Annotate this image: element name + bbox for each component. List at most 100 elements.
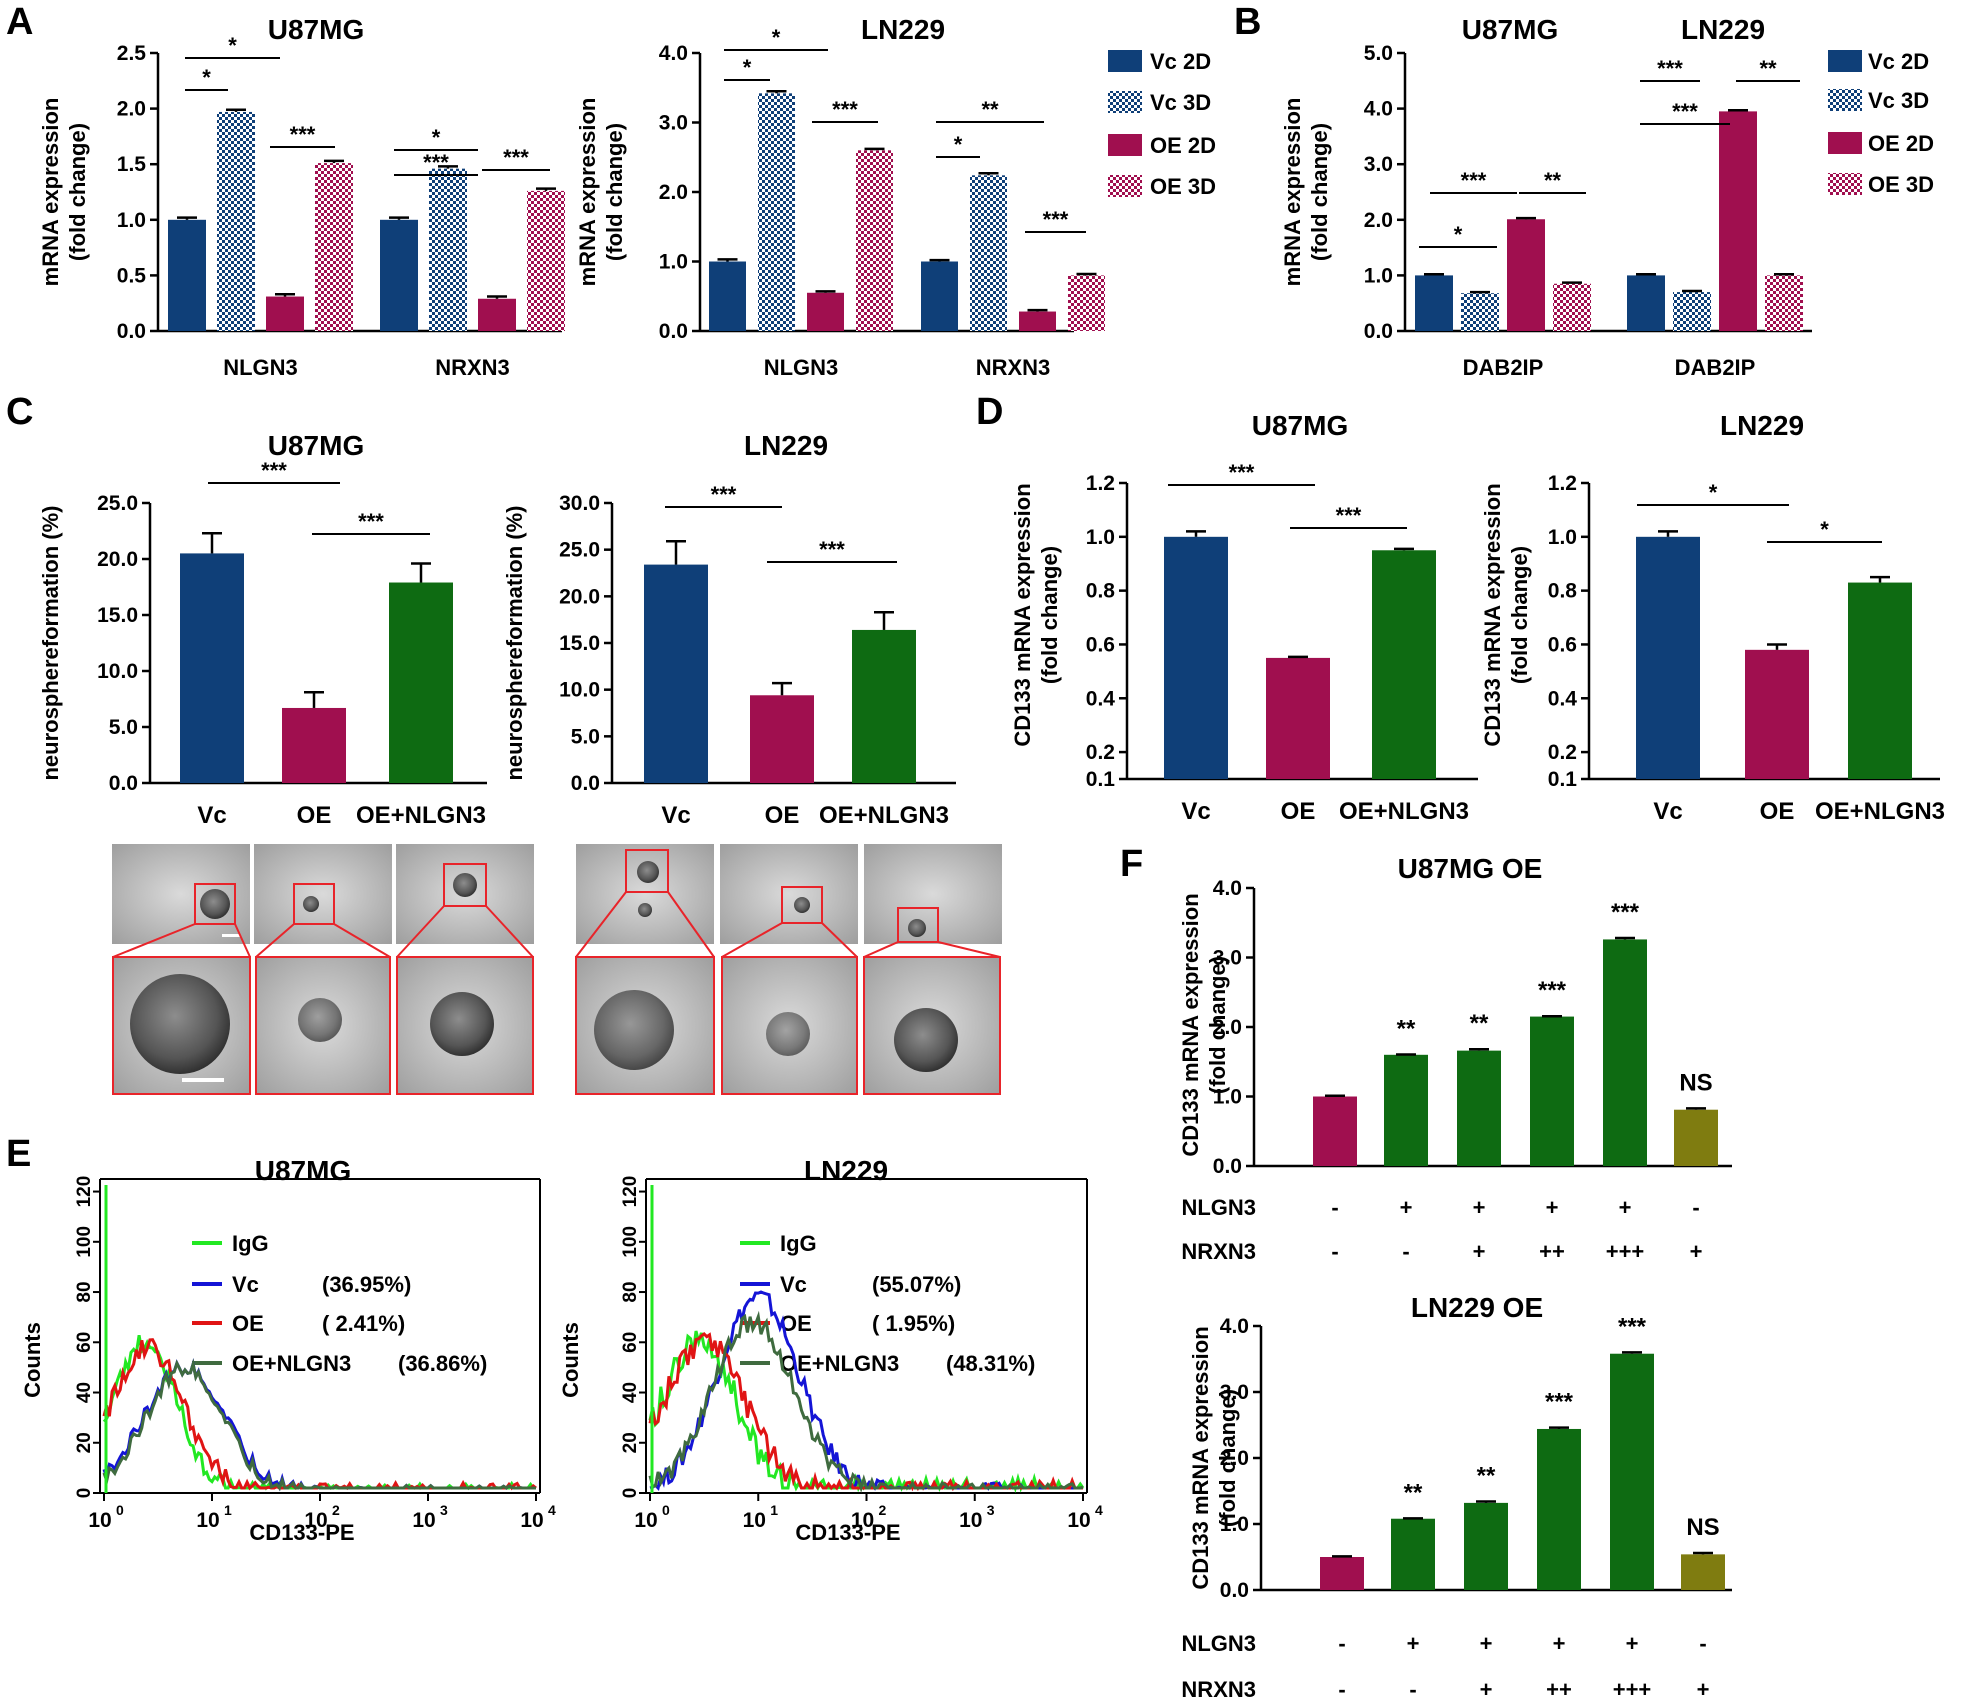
sphere-small bbox=[794, 897, 810, 913]
significance-label: *** bbox=[290, 122, 316, 147]
flow-title-ln229: LN229 bbox=[804, 1155, 888, 1186]
sphere-small bbox=[908, 919, 926, 937]
significance-label: *** bbox=[832, 97, 858, 122]
bar bbox=[1627, 275, 1665, 331]
legend-a: Vc 2D Vc 3D OE 2D OE 3D bbox=[1108, 49, 1216, 199]
y-tick-label: 30.0 bbox=[559, 492, 600, 515]
significance-label: *** bbox=[1336, 503, 1362, 528]
nlgn3-sign: - bbox=[1699, 1631, 1706, 1656]
nlgn3-sign: + bbox=[1626, 1631, 1639, 1656]
micrograph-strip bbox=[112, 844, 1002, 1095]
flow-y-tick-label: 100 bbox=[74, 1226, 95, 1258]
y-tick-label: 2.0 bbox=[117, 98, 146, 121]
bar bbox=[1384, 1054, 1428, 1166]
significance-label: NS bbox=[1679, 1069, 1712, 1096]
y-tick-label: 1.0 bbox=[1220, 1513, 1249, 1536]
y-tick-label: 3.0 bbox=[659, 112, 688, 135]
flow-x-tick-exp: 2 bbox=[879, 1502, 887, 1518]
legend-pct-nlgn3: (36.86%) bbox=[398, 1351, 487, 1376]
legend-label-oe2d: OE 2D bbox=[1868, 131, 1934, 156]
bar bbox=[1553, 283, 1591, 331]
significance-label: *** bbox=[1043, 207, 1069, 232]
y-tick-label: 2.0 bbox=[659, 181, 688, 204]
sphere-small bbox=[303, 896, 319, 912]
row-label-nrxn3: NRXN3 bbox=[1181, 1239, 1256, 1264]
zoom-line bbox=[485, 905, 534, 958]
y-tick-label: 5.0 bbox=[109, 716, 138, 739]
zoom-box bbox=[625, 849, 669, 893]
y-tick-label: 0.8 bbox=[1548, 580, 1578, 603]
chart-title: U87MG bbox=[268, 430, 364, 461]
legend-swatch-oe3d bbox=[1108, 175, 1142, 197]
zoom-line bbox=[255, 923, 295, 958]
nrxn3-sign: + bbox=[1690, 1239, 1703, 1264]
y-tick-label: 10.0 bbox=[97, 660, 138, 683]
scale-bar bbox=[222, 934, 240, 937]
micrograph-u87-oe bbox=[254, 844, 392, 944]
y-tick-label: 2.0 bbox=[1213, 1016, 1242, 1039]
y-tick-label: 4.0 bbox=[659, 42, 688, 65]
bar bbox=[758, 93, 795, 331]
y-tick-label: 3.0 bbox=[1213, 947, 1242, 970]
flow-x-tick-label: 10 bbox=[851, 1509, 874, 1532]
chart-title: LN229 bbox=[861, 14, 945, 45]
nlgn3-sign: - bbox=[1692, 1195, 1699, 1220]
flow-x-tick-exp: 4 bbox=[548, 1502, 556, 1518]
y-axis-label: mRNA expression bbox=[1280, 98, 1305, 287]
category-label: NLGN3 bbox=[764, 355, 839, 380]
y-tick-label: 3.0 bbox=[1364, 153, 1393, 176]
legend-swatch-oe2d bbox=[1108, 134, 1142, 156]
sphere-small bbox=[453, 873, 477, 897]
significance-label: *** bbox=[261, 458, 287, 483]
legend-pct-nlgn3: (48.31%) bbox=[946, 1351, 1035, 1376]
category-label: OE bbox=[1760, 798, 1795, 825]
bar bbox=[478, 298, 516, 331]
bar bbox=[1603, 939, 1647, 1166]
significance-label: *** bbox=[1461, 168, 1487, 193]
flow-x-tick-exp: 0 bbox=[116, 1502, 124, 1518]
y-tick-label: 15.0 bbox=[97, 604, 138, 627]
legend-pct-vc: (55.07%) bbox=[872, 1272, 961, 1297]
flow-x-tick-label: 10 bbox=[412, 1509, 435, 1532]
nrxn3-sign: + bbox=[1480, 1677, 1493, 1702]
bar bbox=[1745, 649, 1809, 779]
bar bbox=[1068, 275, 1105, 331]
significance-label: *** bbox=[1538, 977, 1567, 1004]
y-tick-label: 0.1 bbox=[1548, 768, 1578, 791]
flow-x-tick-label: 10 bbox=[520, 1509, 543, 1532]
flow-x-tick-label: 10 bbox=[743, 1509, 766, 1532]
flow-x-tick-label: 10 bbox=[196, 1509, 219, 1532]
sphere-large bbox=[894, 1008, 958, 1072]
chart-D2: 0.1 0.2 0.4 0.6 0.8 1.0 1.2 CD133 mRNA expressi… bbox=[1480, 410, 1945, 825]
significance-label: *** bbox=[1611, 899, 1640, 926]
legend-swatch-vc2d bbox=[1108, 50, 1142, 72]
y-axis-label: (fold change) bbox=[1507, 546, 1532, 684]
sphere-small bbox=[637, 861, 659, 883]
significance-label: *** bbox=[1618, 1313, 1647, 1340]
bar bbox=[1719, 111, 1757, 331]
legend-label-igg: IgG bbox=[780, 1231, 817, 1256]
histogram-oe-nlgn3 bbox=[648, 1310, 1084, 1493]
histogram-vc bbox=[649, 1290, 1083, 1492]
nrxn3-sign: - bbox=[1331, 1239, 1338, 1264]
bar bbox=[1610, 1353, 1654, 1590]
significance-label: * bbox=[1709, 480, 1718, 505]
y-axis-label: (fold change) bbox=[65, 123, 90, 261]
legend-swatch-vc2d bbox=[1828, 50, 1862, 72]
nlgn3-sign: + bbox=[1473, 1195, 1486, 1220]
y-axis-label: neurosphereformation (%) bbox=[502, 505, 527, 780]
flow-x-tick-exp: 1 bbox=[770, 1502, 778, 1518]
y-tick-label: 0.5 bbox=[117, 264, 147, 287]
legend-label-oe2d: OE 2D bbox=[1150, 133, 1216, 158]
legend-label-igg: IgG bbox=[232, 1231, 269, 1256]
y-tick-label: 4.0 bbox=[1220, 1315, 1249, 1338]
flow-x-tick-exp: 2 bbox=[332, 1502, 340, 1518]
legend-label-vc: Vc bbox=[232, 1272, 259, 1297]
y-axis-label: (fold change) bbox=[602, 123, 627, 261]
nrxn3-sign: +++ bbox=[1606, 1239, 1645, 1264]
category-label: OE bbox=[765, 802, 800, 829]
y-tick-label: 25.0 bbox=[97, 492, 138, 515]
chart-A2: 0.0 1.0 2.0 3.0 4.0 mRNA expression (fold chan… bbox=[575, 14, 1105, 380]
y-tick-label: 10.0 bbox=[559, 679, 600, 702]
